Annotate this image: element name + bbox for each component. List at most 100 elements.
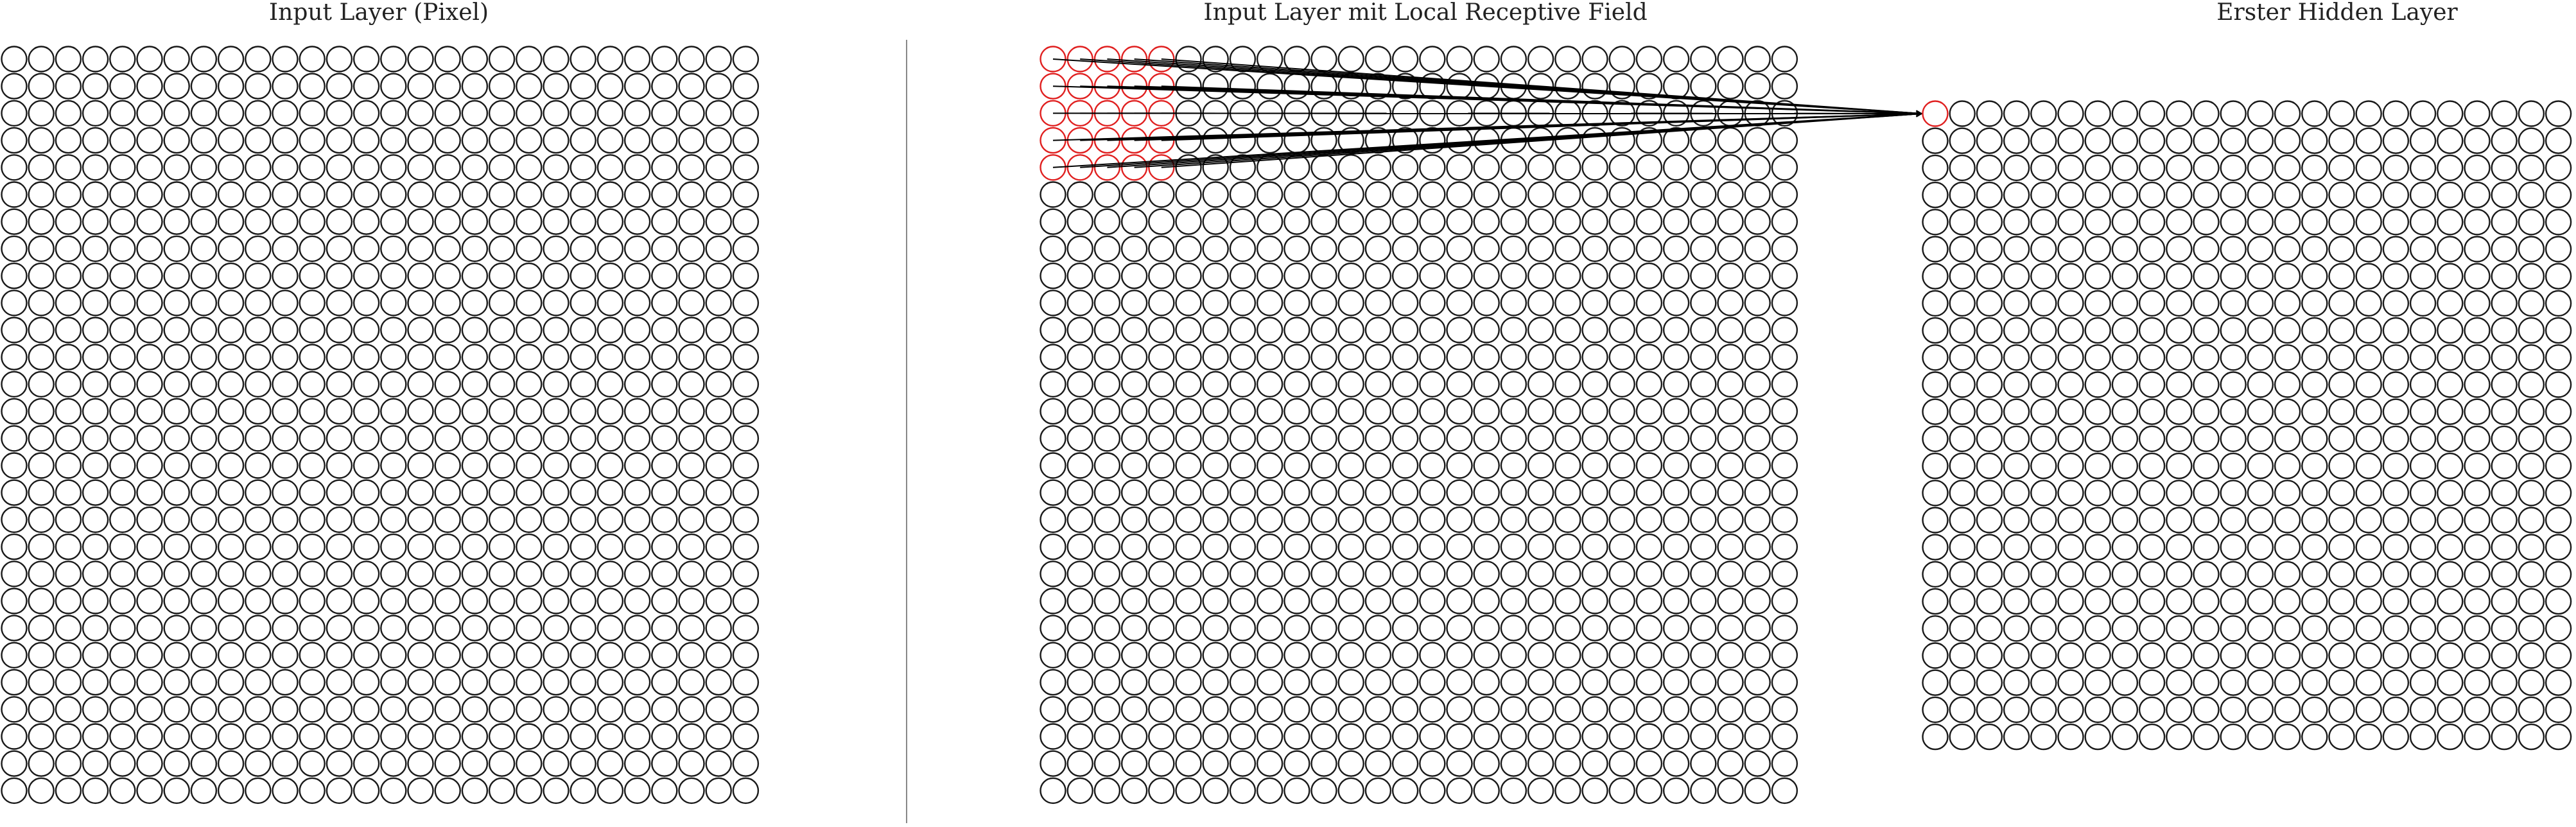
input-neuron bbox=[55, 641, 82, 669]
hidden-neuron bbox=[2247, 100, 2274, 127]
input-neuron bbox=[190, 100, 218, 127]
lrf-input-neuron bbox=[1662, 262, 1690, 290]
hidden-neuron bbox=[2111, 127, 2139, 154]
hidden-neuron bbox=[2166, 615, 2193, 642]
input-neuron bbox=[82, 641, 109, 669]
lrf-input-neuron bbox=[1040, 262, 1066, 290]
lrf-input-neuron bbox=[1202, 317, 1229, 344]
lrf-input-neuron bbox=[1337, 641, 1364, 669]
hidden-neuron bbox=[2545, 236, 2572, 263]
lrf-input-neuron bbox=[1229, 290, 1257, 317]
lrf-input-neuron bbox=[1419, 614, 1446, 641]
lrf-input-neuron bbox=[1310, 425, 1337, 452]
hidden-neuron bbox=[2274, 398, 2301, 425]
input-neuron bbox=[543, 317, 570, 344]
lrf-input-neuron bbox=[1446, 723, 1473, 750]
lrf-input-neuron bbox=[1175, 262, 1202, 290]
input-neuron bbox=[1, 723, 28, 750]
hidden-neuron bbox=[2274, 425, 2301, 453]
input-neuron bbox=[136, 154, 163, 181]
lrf-input-neuron bbox=[1554, 46, 1581, 73]
lrf-input-neuron bbox=[1446, 425, 1473, 452]
input-neuron bbox=[596, 750, 624, 777]
lrf-input-neuron bbox=[1771, 533, 1798, 561]
input-neuron bbox=[272, 641, 299, 669]
input-neuron bbox=[352, 696, 380, 723]
input-neuron bbox=[596, 588, 624, 614]
input-neuron bbox=[55, 668, 82, 696]
input-neuron bbox=[651, 614, 678, 641]
input-neuron bbox=[543, 154, 570, 181]
input-neuron bbox=[217, 668, 245, 696]
input-neuron bbox=[352, 317, 380, 344]
lrf-input-neuron bbox=[1744, 290, 1771, 317]
lrf-input-neuron bbox=[1391, 262, 1419, 290]
hidden-neuron bbox=[2382, 398, 2410, 425]
hidden-neuron bbox=[2355, 561, 2382, 588]
hidden-neuron bbox=[1949, 534, 1976, 561]
input-neuron bbox=[55, 46, 82, 73]
lrf-input-neuron bbox=[1229, 317, 1257, 344]
lrf-input-neuron bbox=[1635, 344, 1663, 370]
input-neuron bbox=[461, 208, 489, 235]
input-neuron bbox=[732, 668, 760, 696]
hidden-neuron bbox=[2247, 615, 2274, 642]
input-neuron bbox=[272, 723, 299, 750]
input-neuron bbox=[678, 154, 705, 181]
lrf-input-neuron bbox=[1419, 750, 1446, 777]
hidden-neuron bbox=[2057, 642, 2084, 669]
input-neuron bbox=[136, 641, 163, 669]
input-neuron bbox=[28, 533, 55, 561]
input-neuron bbox=[272, 73, 299, 100]
lrf-input-neuron bbox=[1202, 777, 1229, 805]
lrf-input-neuron bbox=[1527, 588, 1554, 614]
lrf-input-neuron bbox=[1284, 723, 1310, 750]
lrf-input-neuron bbox=[1527, 208, 1554, 235]
lrf-input-neuron bbox=[1256, 181, 1284, 208]
lrf-input-neuron bbox=[1554, 588, 1581, 614]
lrf-input-neuron bbox=[1364, 154, 1392, 181]
lrf-input-neuron bbox=[1229, 506, 1257, 534]
input-neuron bbox=[28, 479, 55, 506]
input-neuron bbox=[1, 46, 28, 73]
input-neuron bbox=[163, 588, 190, 614]
lrf-input-neuron bbox=[1744, 452, 1771, 479]
input-neuron bbox=[488, 208, 516, 235]
lrf-input-neuron bbox=[1256, 73, 1284, 100]
hidden-neuron bbox=[2274, 561, 2301, 588]
lrf-input-neuron bbox=[1771, 479, 1798, 506]
hidden-neuron bbox=[2301, 181, 2328, 209]
input-neuron bbox=[678, 479, 705, 506]
lrf-input-neuron bbox=[1717, 181, 1744, 208]
hidden-neuron bbox=[2084, 588, 2111, 615]
lrf-input-neuron bbox=[1581, 479, 1608, 506]
input-neuron bbox=[163, 344, 190, 370]
input-neuron bbox=[190, 696, 218, 723]
hidden-neuron bbox=[1976, 561, 2003, 588]
lrf-input-neuron bbox=[1500, 181, 1527, 208]
hidden-neuron bbox=[2518, 290, 2545, 317]
hidden-neuron bbox=[2355, 181, 2382, 209]
lrf-input-neuron bbox=[1717, 262, 1744, 290]
hidden-neuron bbox=[2409, 236, 2437, 263]
input-neuron bbox=[326, 533, 353, 561]
lrf-input-neuron bbox=[1337, 533, 1364, 561]
input-neuron bbox=[623, 344, 651, 370]
input-neuron bbox=[299, 533, 326, 561]
lrf-input-neuron bbox=[1391, 614, 1419, 641]
input-neuron bbox=[678, 208, 705, 235]
lrf-input-neuron bbox=[1527, 723, 1554, 750]
input-neuron bbox=[352, 154, 380, 181]
lrf-input-neuron bbox=[1717, 370, 1744, 398]
lrf-input-neuron bbox=[1337, 452, 1364, 479]
lrf-input-neuron bbox=[1364, 696, 1392, 723]
lrf-input-neuron bbox=[1310, 370, 1337, 398]
input-neuron bbox=[352, 46, 380, 73]
hidden-neuron bbox=[2111, 696, 2139, 724]
hidden-neuron bbox=[2111, 452, 2139, 480]
lrf-input-neuron bbox=[1554, 777, 1581, 805]
lrf-input-neuron bbox=[1120, 533, 1148, 561]
input-neuron bbox=[1, 777, 28, 805]
hidden-neuron bbox=[2057, 669, 2084, 696]
input-neuron bbox=[217, 100, 245, 127]
